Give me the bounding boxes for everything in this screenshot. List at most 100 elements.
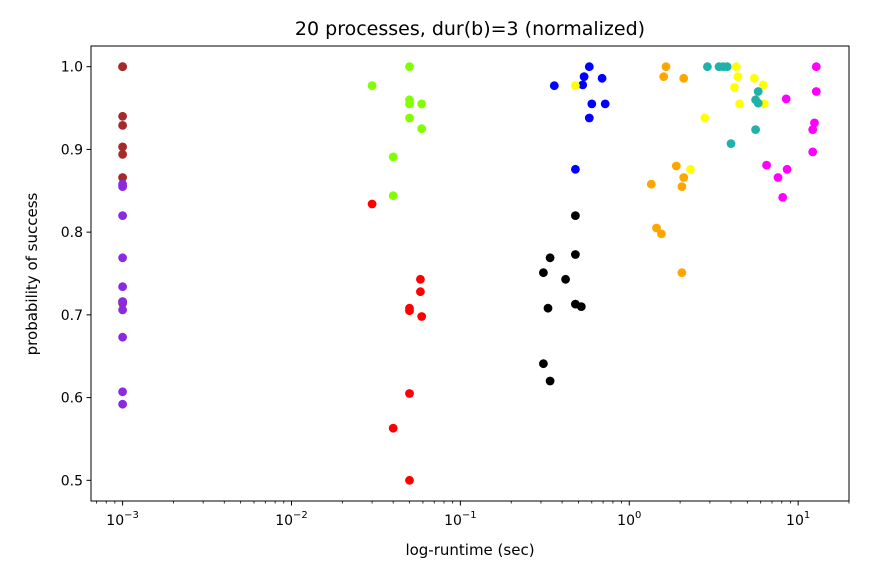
point-purple-2 (118, 211, 127, 221)
point-black-8 (539, 359, 548, 369)
point-blue-5 (587, 99, 597, 109)
y-axis-label: probability of success (23, 192, 41, 355)
point-magenta-7 (782, 164, 792, 174)
point-black-2 (545, 253, 555, 263)
point-orange-1 (659, 72, 669, 81)
point-chartreuse-8 (388, 191, 398, 201)
point-red-4 (405, 306, 414, 316)
point-yellow-4 (758, 80, 768, 90)
point-red-6 (405, 389, 414, 398)
point-brown-1 (118, 62, 127, 72)
x-tick-label: 10−2 (275, 510, 308, 529)
point-yellow-1 (731, 62, 741, 72)
point-yellow-9 (686, 164, 695, 174)
point-yellow-2 (733, 72, 743, 81)
point-brown-5 (118, 150, 127, 159)
point-magenta-6 (762, 160, 771, 170)
point-black-4 (561, 274, 570, 284)
point-purple-9 (118, 399, 127, 409)
point-chartreuse-7 (388, 152, 398, 162)
point-yellow-8 (700, 113, 710, 123)
point-orange-8 (657, 229, 666, 239)
point-orange-5 (646, 179, 656, 189)
point-blue-3 (578, 80, 588, 90)
point-black-1 (571, 250, 580, 259)
point-brown-3 (118, 121, 127, 130)
point-blue-1 (597, 73, 607, 83)
point-yellow-3 (749, 73, 759, 83)
y-tick-label: 0.9 (61, 142, 83, 158)
point-magenta-9 (778, 193, 788, 202)
chart-title: 20 processes, dur(b)=3 (normalized) (295, 18, 645, 40)
point-brown-6 (118, 173, 127, 182)
point-orange-0 (661, 62, 671, 72)
point-red-8 (405, 475, 414, 485)
point-purple-4 (118, 282, 127, 292)
point-blue-6 (600, 99, 610, 109)
point-teal-0 (703, 62, 712, 72)
y-tick-label: 1.0 (61, 60, 83, 76)
point-chartreuse-3 (405, 99, 414, 109)
point-blue-8 (571, 164, 580, 174)
x-axis-ticks: 10−3 10−2 10−1 100 101 (96, 501, 850, 529)
point-blue-0 (584, 62, 594, 72)
x-tick-label: 10−1 (444, 510, 477, 529)
point-chartreuse-6 (417, 124, 427, 134)
point-purple-7 (118, 332, 127, 342)
x-tick-label: 100 (617, 510, 641, 529)
point-black-7 (543, 303, 553, 313)
data-points (118, 62, 821, 485)
point-magenta-5 (808, 147, 818, 157)
point-black-3 (539, 268, 548, 278)
point-blue-7 (584, 113, 594, 123)
point-teal-4 (753, 87, 763, 96)
y-tick-label: 0.7 (61, 308, 83, 324)
point-orange-4 (679, 173, 689, 182)
y-tick-label: 0.6 (61, 391, 83, 407)
point-orange-6 (677, 182, 687, 192)
point-chartreuse-5 (405, 113, 414, 123)
point-black-0 (571, 211, 580, 221)
point-orange-2 (679, 73, 689, 83)
point-magenta-8 (773, 173, 783, 182)
plot-frame (90, 45, 850, 502)
point-red-0 (367, 199, 377, 209)
point-orange-3 (671, 161, 681, 171)
point-purple-3 (118, 253, 127, 263)
x-tick-label: 10−3 (106, 510, 139, 529)
point-magenta-0 (811, 62, 821, 72)
point-yellow-6 (735, 99, 744, 109)
point-teal-3 (722, 62, 732, 72)
point-yellow-5 (730, 83, 739, 92)
point-brown-4 (118, 142, 127, 152)
point-teal-6 (753, 98, 763, 108)
point-magenta-1 (811, 87, 821, 96)
point-red-1 (416, 274, 425, 284)
point-teal-8 (726, 139, 736, 149)
point-blue-2 (579, 72, 589, 81)
point-red-5 (417, 312, 427, 321)
point-black-6 (576, 302, 586, 311)
point-magenta-3 (810, 118, 819, 128)
y-tick-label: 0.5 (61, 473, 83, 489)
point-magenta-4 (808, 125, 818, 134)
point-orange-7 (652, 223, 661, 233)
point-chartreuse-1 (367, 81, 377, 91)
point-blue-4 (549, 81, 559, 91)
point-yellow-0 (571, 81, 580, 91)
x-tick-label: 101 (786, 510, 810, 529)
point-red-2 (416, 287, 425, 297)
point-chartreuse-4 (417, 99, 427, 109)
point-purple-1 (118, 182, 127, 192)
point-purple-6 (118, 305, 127, 315)
y-tick-label: 0.8 (61, 225, 83, 241)
y-axis-ticks: 0.5 0.6 0.7 0.8 0.9 1.0 (61, 60, 91, 489)
point-red-7 (388, 423, 398, 433)
point-magenta-2 (781, 94, 791, 104)
point-purple-5 (118, 297, 127, 306)
point-purple-8 (118, 387, 127, 397)
x-axis-label: log-runtime (sec) (405, 541, 534, 559)
point-orange-9 (677, 268, 687, 278)
point-teal-7 (751, 125, 760, 134)
